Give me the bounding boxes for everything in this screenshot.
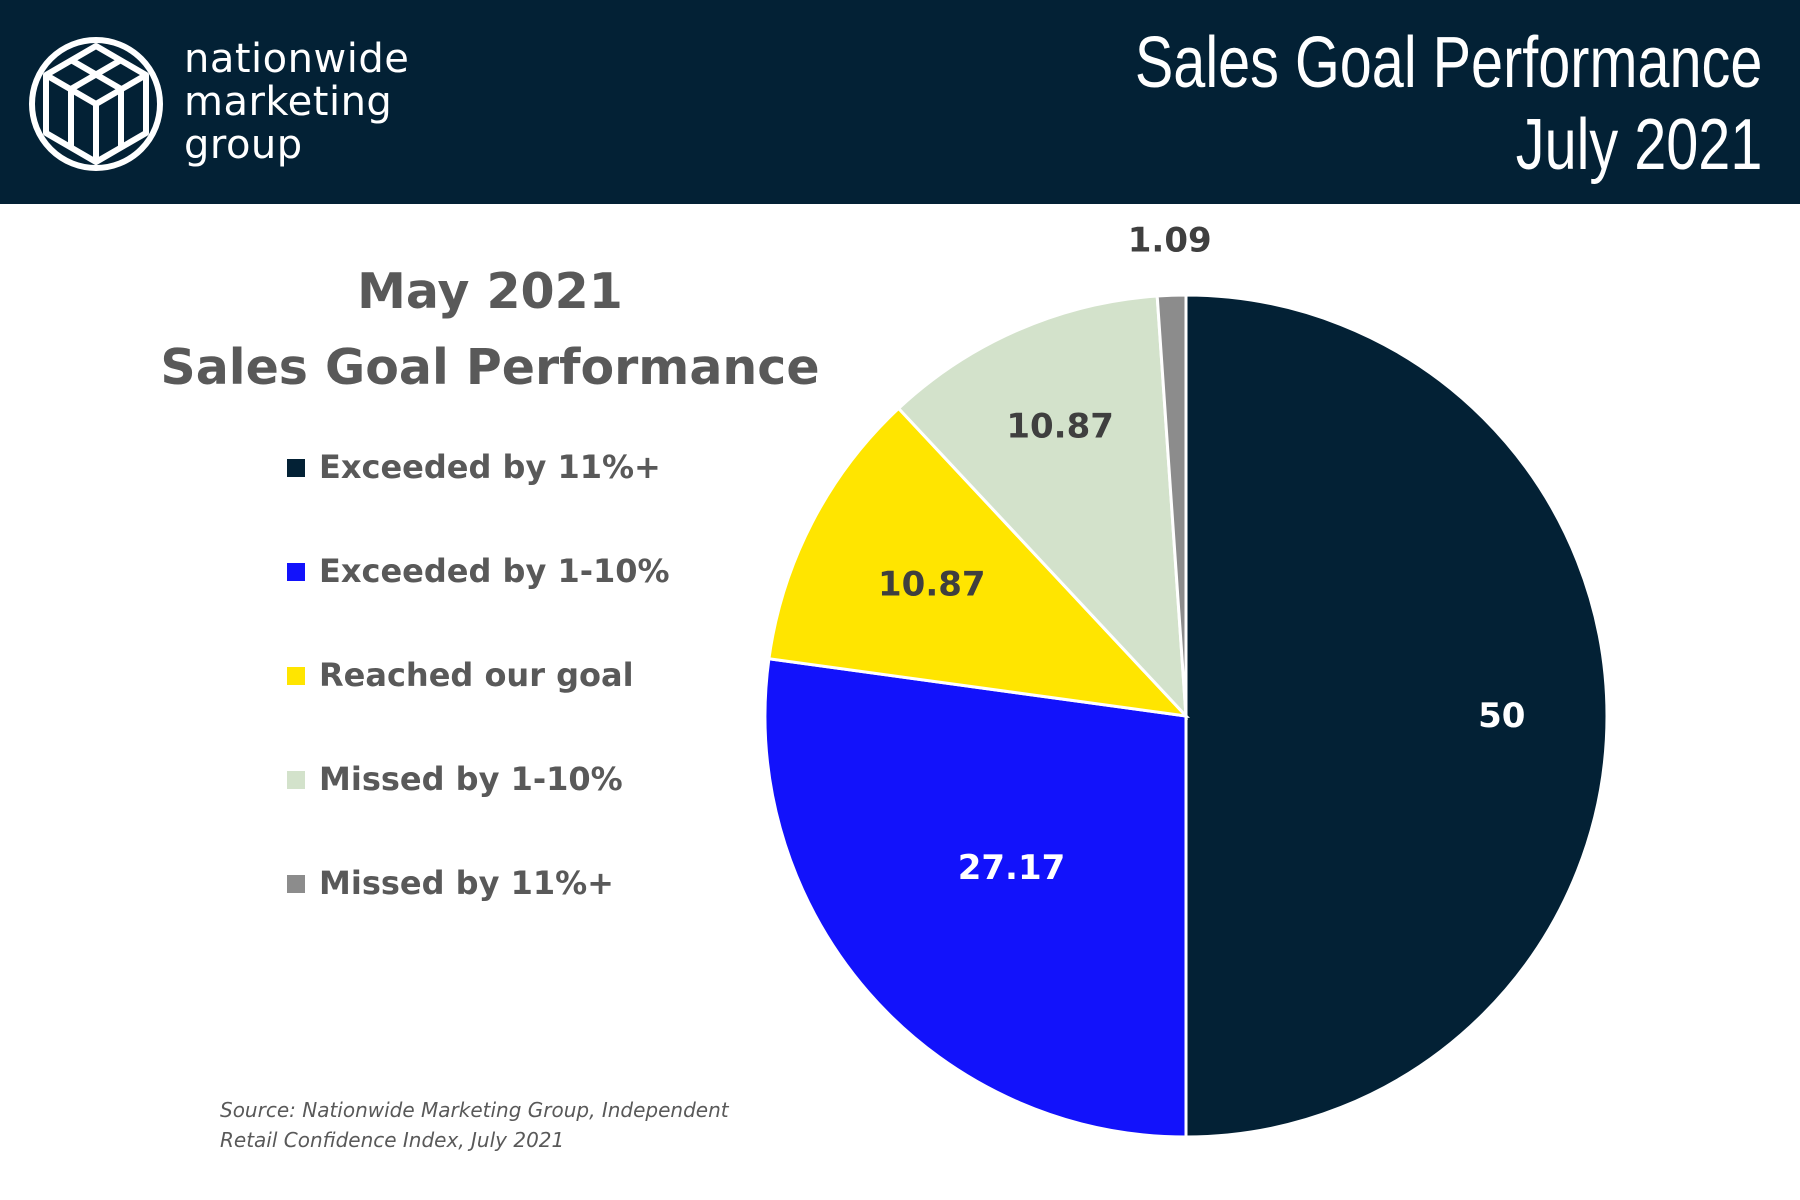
- chart-title-line2: Sales Goal Performance: [160, 339, 820, 396]
- pie-slice: [767, 406, 1190, 719]
- chart-title-line1: May 2021: [357, 263, 623, 320]
- header-bar: nationwide marketing group Sales Goal Pe…: [0, 0, 1800, 204]
- legend-item: Missed by 1-10%: [287, 753, 670, 857]
- slide-title-line2: July 2021: [1515, 105, 1762, 185]
- data-label: 10.87: [1006, 406, 1114, 446]
- source-line1: Source: Nationwide Marketing Group, Inde…: [220, 1098, 729, 1122]
- legend-item: Missed by 11%+: [287, 857, 670, 961]
- slide-title: Sales Goal Performance July 2021: [1135, 22, 1763, 186]
- data-label: 27.17: [958, 848, 1066, 888]
- legend-swatch: [287, 563, 305, 581]
- logo-icon: [29, 37, 163, 171]
- legend-item: Exceeded by 11%+: [287, 441, 670, 545]
- legend-label: Reached our goal: [319, 656, 634, 694]
- pie-slice: [896, 294, 1188, 721]
- pie-slice: [1155, 293, 1188, 717]
- logo-wordmark: nationwide marketing group: [184, 38, 409, 167]
- legend-swatch: [287, 771, 305, 789]
- legend-swatch: [287, 875, 305, 893]
- slide-title-line1: Sales Goal Performance: [1134, 23, 1763, 103]
- source-line2: Retail Confidence Index, July 2021: [220, 1128, 565, 1152]
- legend-label: Missed by 11%+: [319, 864, 614, 902]
- data-label: 1.09: [1128, 221, 1212, 261]
- legend-label: Exceeded by 1-10%: [319, 552, 670, 590]
- data-label: 10.87: [878, 564, 986, 604]
- pie-slice: [763, 657, 1188, 1139]
- logo-line: group: [184, 122, 303, 168]
- data-label: 50: [1478, 696, 1525, 736]
- chart-title: May 2021 Sales Goal Performance: [150, 254, 830, 406]
- legend-item: Reached our goal: [287, 649, 670, 753]
- logo-line: nationwide: [184, 36, 410, 82]
- legend-label: Missed by 1-10%: [319, 760, 623, 798]
- pie-slice: [1184, 293, 1609, 1139]
- legend-swatch: [287, 459, 305, 477]
- logo-line: marketing: [184, 79, 393, 125]
- chart-legend: Exceeded by 11%+ Exceeded by 1-10% Reach…: [287, 441, 670, 961]
- legend-label: Exceeded by 11%+: [319, 448, 661, 486]
- legend-item: Exceeded by 1-10%: [287, 545, 670, 649]
- legend-swatch: [287, 667, 305, 685]
- source-note: Source: Nationwide Marketing Group, Inde…: [220, 1095, 729, 1155]
